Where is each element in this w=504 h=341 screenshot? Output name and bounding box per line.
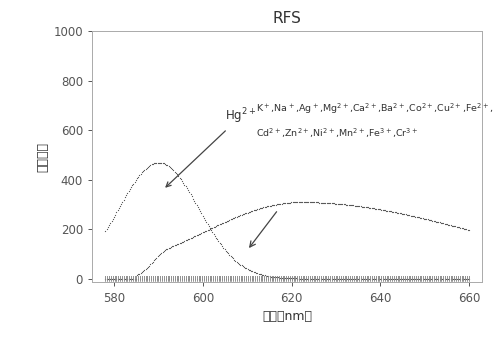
Text: K$^+$,Na$^+$,Ag$^+$,Mg$^{2+}$,Ca$^{2+}$,Ba$^{2+}$,Co$^{2+}$,Cu$^{2+}$,Fe$^{2+}$,: K$^+$,Na$^+$,Ag$^+$,Mg$^{2+}$,Ca$^{2+}$,… bbox=[256, 102, 493, 116]
Y-axis label: 荧光强度: 荧光强度 bbox=[36, 142, 49, 172]
Text: Hg$^{2+}$: Hg$^{2+}$ bbox=[166, 107, 257, 187]
Text: Cd$^{2+}$,Zn$^{2+}$,Ni$^{2+}$,Mn$^{2+}$,Fe$^{3+}$,Cr$^{3+}$: Cd$^{2+}$,Zn$^{2+}$,Ni$^{2+}$,Mn$^{2+}$,… bbox=[256, 127, 418, 140]
X-axis label: 波长（nm）: 波长（nm） bbox=[262, 310, 312, 323]
Title: RFS: RFS bbox=[273, 11, 301, 26]
